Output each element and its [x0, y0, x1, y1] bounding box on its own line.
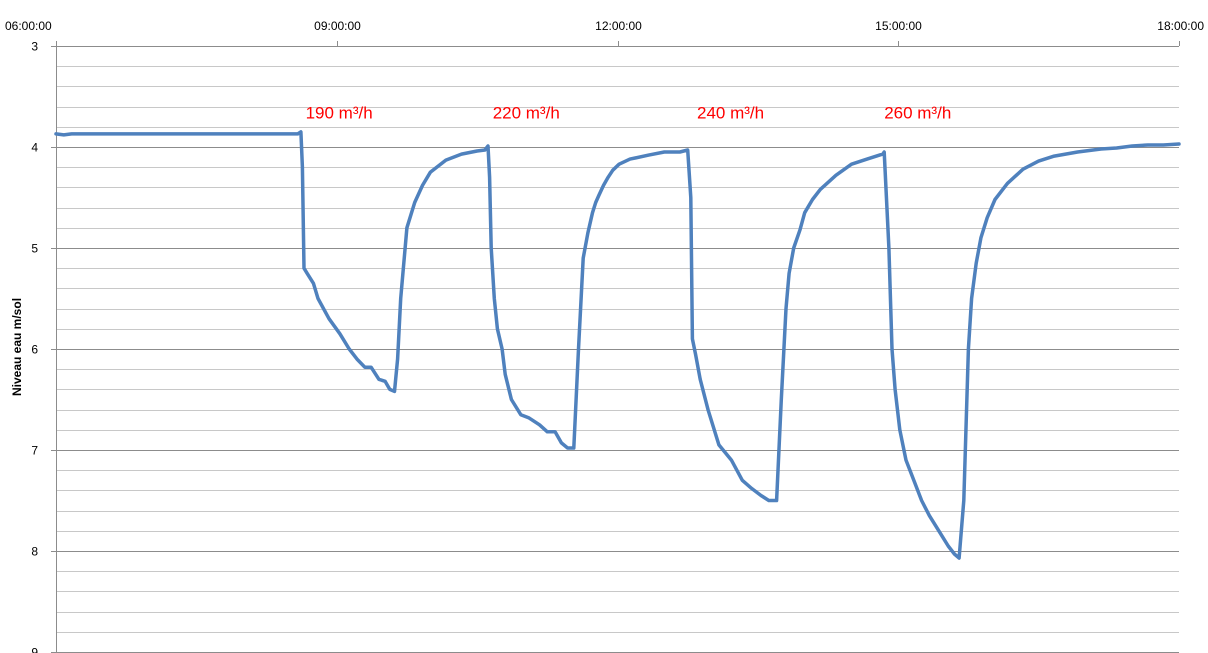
axes: 3 4 5 6 7 8 9 06:00:00 09:00:00 12:00:00 15:00:00 1…: [5, 19, 1204, 653]
series-layer: [54, 130, 1181, 560]
y-axis-label: Niveau eau m/sol: [10, 298, 24, 396]
y-tick-label: 4: [31, 141, 38, 155]
x-tick-label: 09:00:00: [314, 19, 361, 33]
flow-rate-annotation: 260 m³/h: [884, 104, 951, 123]
y-tick-label: 3: [31, 40, 38, 54]
x-tick-label: 15:00:00: [875, 19, 922, 33]
y-tick-label: 8: [31, 545, 38, 559]
y-tick-label: 9: [31, 646, 38, 653]
y-tick-label: 6: [31, 343, 38, 357]
x-tick-label: 18:00:00: [1157, 19, 1204, 33]
x-tick-label: 06:00:00: [5, 19, 52, 33]
annotations: 190 m³/h 220 m³/h 240 m³/h 260 m³/h: [306, 104, 952, 123]
y-tick-label: 5: [31, 242, 38, 256]
y-tick-label: 7: [31, 444, 38, 458]
grid: [56, 46, 1179, 653]
x-tick-label: 12:00:00: [595, 19, 642, 33]
flow-rate-annotation: 240 m³/h: [697, 104, 764, 123]
series-line: [54, 130, 1181, 560]
flow-rate-annotation: 220 m³/h: [493, 104, 560, 123]
flow-rate-annotation: 190 m³/h: [306, 104, 373, 123]
